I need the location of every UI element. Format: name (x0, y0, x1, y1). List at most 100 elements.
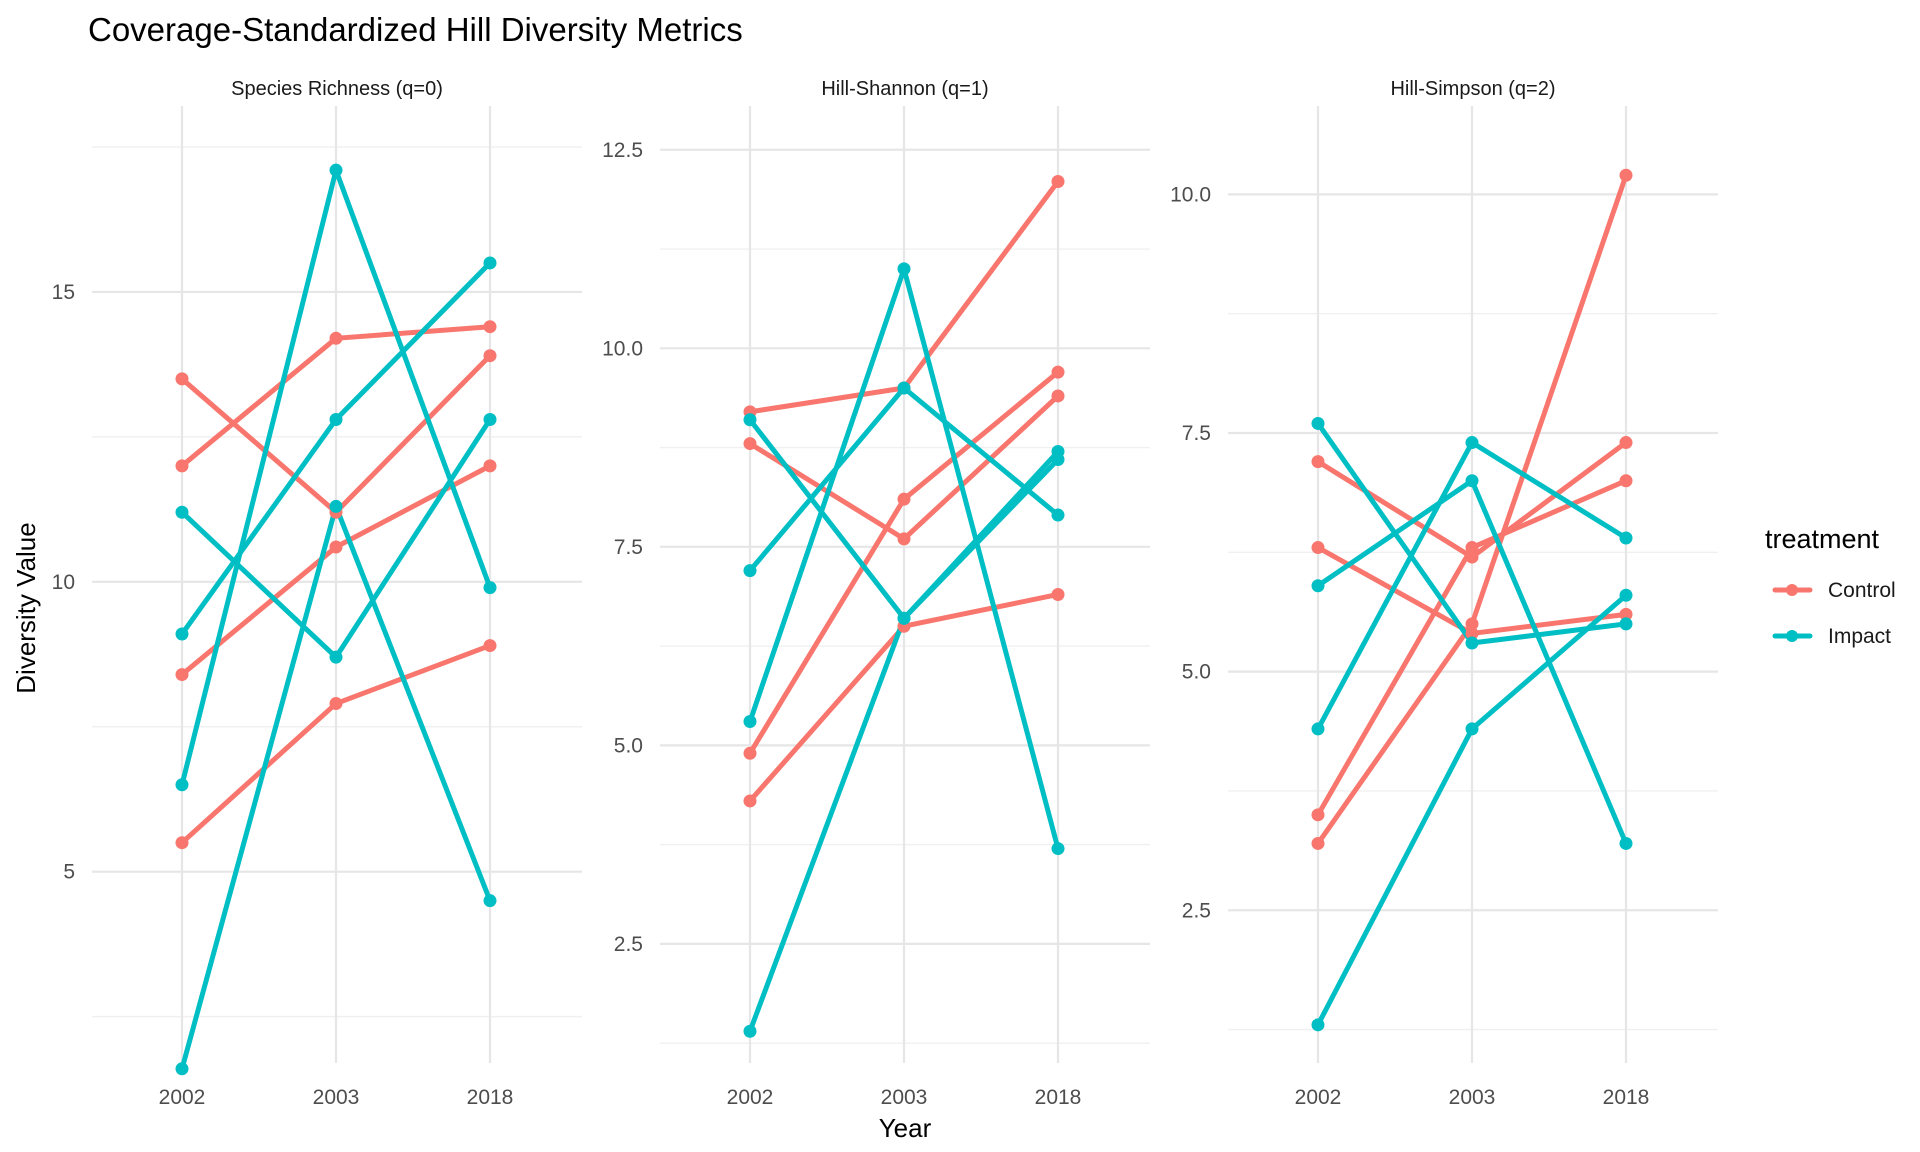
data-point-control (1051, 365, 1065, 379)
facet-label: Hill-Shannon (q=1) (821, 78, 988, 100)
x-tick-label: 2003 (1449, 1086, 1496, 1109)
legend-title: treatment (1765, 524, 1880, 554)
x-tick-label: 2002 (1295, 1086, 1342, 1109)
data-point-impact (1051, 842, 1065, 856)
legend-item-impact: Impact (1772, 625, 1891, 648)
data-point-impact (1051, 508, 1065, 522)
data-point-control (175, 668, 189, 682)
x-tick-label: 2018 (1035, 1086, 1082, 1109)
data-point-impact (743, 1024, 757, 1038)
data-point-impact (329, 499, 343, 513)
data-point-control (483, 459, 497, 473)
data-point-impact (175, 778, 189, 792)
legend: treatment Control Impact (1765, 524, 1896, 648)
data-point-impact (897, 381, 911, 395)
data-point-impact (329, 163, 343, 177)
y-tick-label: 12.5 (602, 139, 643, 162)
data-point-impact (1311, 416, 1325, 430)
y-tick-label: 5.0 (614, 734, 643, 757)
data-point-control (1619, 168, 1633, 182)
facet-label: Hill-Simpson (q=2) (1390, 78, 1555, 100)
data-point-impact (1465, 436, 1479, 450)
legend-label-impact: Impact (1828, 625, 1891, 648)
legend-key-impact-point (1786, 630, 1798, 642)
x-tick-label: 2003 (881, 1086, 928, 1109)
data-point-impact (1465, 636, 1479, 650)
data-point-control (1465, 541, 1479, 555)
y-tick-label: 5.0 (1182, 661, 1211, 684)
y-tick-label: 7.5 (1182, 422, 1211, 445)
data-point-control (329, 697, 343, 711)
data-point-impact (743, 564, 757, 578)
data-point-impact (1619, 836, 1633, 850)
x-tick-label: 2002 (727, 1086, 774, 1109)
data-point-impact (175, 505, 189, 519)
data-point-impact (175, 627, 189, 641)
data-point-control (743, 437, 757, 451)
data-point-control (1051, 389, 1065, 403)
data-point-impact (1619, 588, 1633, 602)
panel-hill-simpson-q-2: Hill-Simpson (q=2) 2.5 5.0 7.5 10.0 2002 2003 2… (1170, 78, 1718, 1109)
y-tick-label: 10.0 (1170, 183, 1211, 206)
data-point-control (1619, 607, 1633, 621)
data-point-control (897, 532, 911, 546)
data-point-impact (329, 650, 343, 664)
data-point-control (1619, 474, 1633, 488)
data-point-control (743, 794, 757, 808)
x-tick-label: 2018 (467, 1086, 514, 1109)
data-point-control (1619, 436, 1633, 450)
panel-species-richness-q-0: Species Richness (q=0) 5 10 15 2002 2003 2018 (52, 78, 582, 1109)
data-point-impact (1619, 617, 1633, 631)
data-point-impact (1311, 1018, 1325, 1032)
data-point-impact (897, 611, 911, 625)
data-point-control (1051, 175, 1065, 189)
data-point-impact (1619, 531, 1633, 545)
data-point-impact (1465, 474, 1479, 488)
data-point-impact (483, 256, 497, 270)
data-point-control (175, 459, 189, 473)
data-point-control (483, 639, 497, 653)
data-point-control (329, 331, 343, 345)
data-point-control (483, 320, 497, 334)
y-tick-label: 10 (52, 571, 75, 594)
data-point-control (1311, 836, 1325, 850)
y-tick-label: 15 (52, 281, 75, 304)
data-point-control (1465, 550, 1479, 564)
data-point-control (329, 540, 343, 554)
x-tick-label: 2003 (313, 1086, 360, 1109)
data-point-impact (483, 581, 497, 595)
data-point-impact (483, 412, 497, 426)
data-point-impact (1311, 579, 1325, 593)
data-point-impact (1051, 452, 1065, 466)
data-point-impact (743, 715, 757, 729)
legend-label-control: Control (1828, 579, 1896, 602)
x-tick-label: 2018 (1603, 1086, 1650, 1109)
data-point-impact (1465, 722, 1479, 736)
y-tick-label: 7.5 (614, 536, 643, 559)
data-point-impact (175, 1062, 189, 1076)
data-point-control (175, 836, 189, 850)
facet-label: Species Richness (q=0) (231, 78, 443, 100)
y-axis-title: Diversity Value (11, 522, 41, 693)
data-point-control (1465, 626, 1479, 640)
y-tick-label: 10.0 (602, 337, 643, 360)
data-point-control (897, 492, 911, 506)
data-point-control (175, 372, 189, 386)
data-point-control (483, 349, 497, 363)
y-tick-label: 2.5 (614, 933, 643, 956)
panel-hill-shannon-q-1: Hill-Shannon (q=1) 2.5 5.0 7.5 10.0 12.5 2002 2… (602, 78, 1150, 1109)
data-point-control (1465, 617, 1479, 631)
data-point-control (1051, 587, 1065, 601)
data-point-control (743, 746, 757, 760)
legend-item-control: Control (1772, 579, 1896, 602)
data-point-impact (1311, 722, 1325, 736)
data-point-impact (483, 894, 497, 908)
y-tick-label: 2.5 (1182, 899, 1211, 922)
data-point-impact (743, 413, 757, 427)
data-point-impact (329, 412, 343, 426)
x-tick-label: 2002 (159, 1086, 206, 1109)
chart-title: Coverage-Standardized Hill Diversity Met… (88, 11, 743, 48)
data-point-impact (897, 262, 911, 276)
